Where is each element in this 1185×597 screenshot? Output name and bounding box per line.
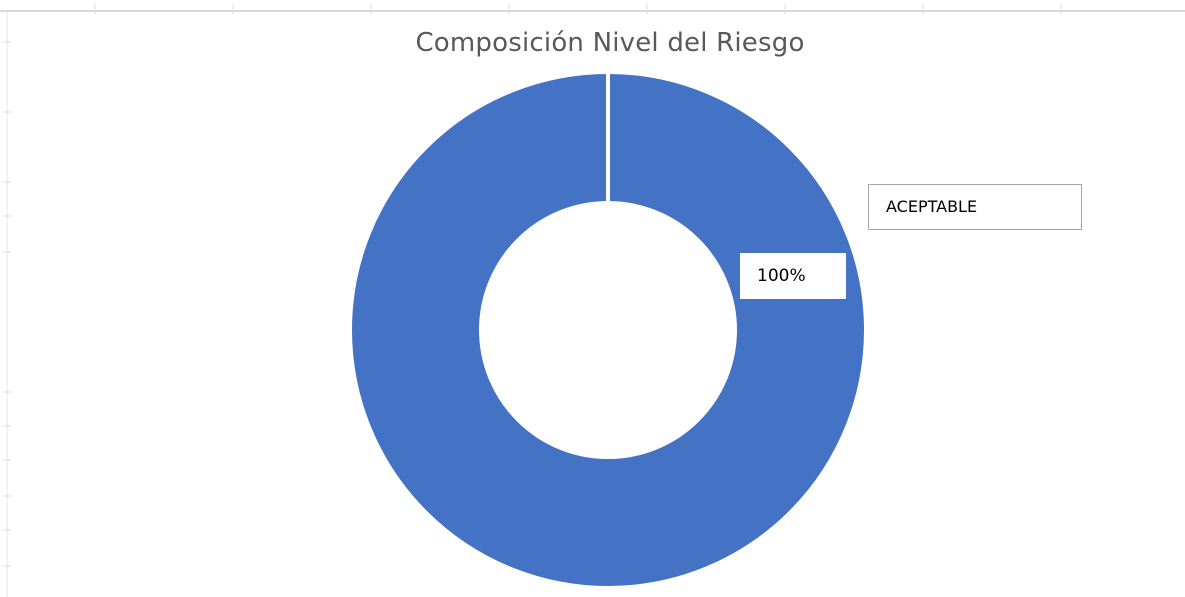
category-data-label: ACEPTABLE	[868, 184, 1082, 230]
chart-title: Composición Nivel del Riesgo	[415, 28, 805, 58]
donut-slices	[352, 73, 864, 586]
value-data-label: 100%	[740, 253, 846, 299]
sheet-gridlines	[0, 4, 1185, 597]
